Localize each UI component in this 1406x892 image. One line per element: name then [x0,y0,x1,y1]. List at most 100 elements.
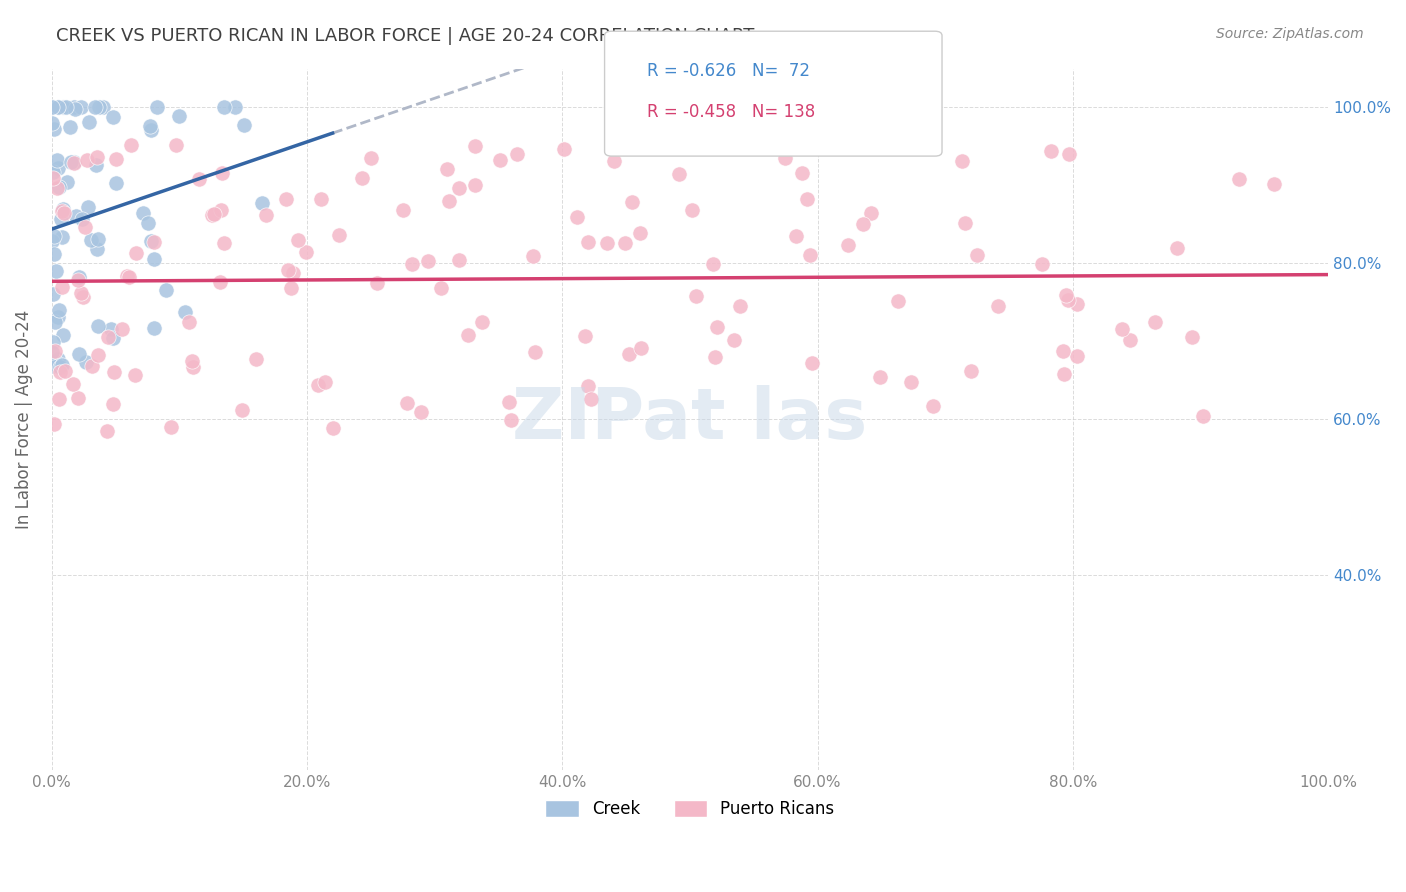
Creek [41,335,63,350]
Puerto Ricans [254,207,277,221]
Puerto Ricans [869,370,891,384]
Creek [89,101,111,115]
Puerto Ricans [314,376,336,390]
Puerto Ricans [576,379,599,393]
Creek [42,228,65,243]
Creek [141,122,163,136]
Puerto Ricans [553,142,575,156]
Puerto Ricans [401,257,423,271]
Creek [86,242,108,256]
Puerto Ricans [49,365,72,379]
Puerto Ricans [120,137,142,152]
Puerto Ricans [44,343,66,358]
Puerto Ricans [101,396,124,410]
Creek [155,283,177,297]
Puerto Ricans [785,229,807,244]
Puerto Ricans [706,320,728,334]
Creek [101,110,124,124]
Puerto Ricans [1053,367,1076,381]
Puerto Ricans [322,421,344,435]
Creek [77,114,100,128]
Puerto Ricans [613,236,636,251]
Puerto Ricans [1052,343,1074,358]
Y-axis label: In Labor Force | Age 20-24: In Labor Force | Age 20-24 [15,310,32,529]
Puerto Ricans [70,285,93,300]
Puerto Ricans [82,359,104,373]
Creek [86,318,108,333]
Creek [41,165,63,179]
Puerto Ricans [125,245,148,260]
Creek [46,101,69,115]
Puerto Ricans [499,413,522,427]
Puerto Ricans [201,209,224,223]
Puerto Ricans [360,151,382,165]
Creek [41,344,63,359]
Puerto Ricans [576,235,599,249]
Puerto Ricans [72,290,94,304]
Creek [91,101,114,115]
Puerto Ricans [960,364,983,378]
Creek [101,331,124,345]
Puerto Ricans [177,314,200,328]
Puerto Ricans [395,395,418,409]
Puerto Ricans [62,377,84,392]
Creek [83,101,105,115]
Creek [67,270,90,285]
Creek [136,216,159,230]
Creek [77,200,100,214]
Puerto Ricans [209,203,232,218]
Puerto Ricans [579,392,602,407]
Puerto Ricans [596,236,619,251]
Creek [62,154,84,169]
Puerto Ricans [53,364,76,378]
Puerto Ricans [124,368,146,383]
Puerto Ricans [565,211,588,225]
Puerto Ricans [799,248,821,262]
Creek [42,101,65,115]
Creek [44,247,66,261]
Puerto Ricans [703,351,725,365]
Puerto Ricans [96,424,118,438]
Puerto Ricans [457,328,479,343]
Creek [67,347,90,361]
Puerto Ricans [617,347,640,361]
Puerto Ricans [792,166,814,180]
Puerto Ricans [1031,257,1053,271]
Puerto Ricans [231,403,253,417]
Puerto Ricans [277,262,299,277]
Puerto Ricans [603,154,626,169]
Creek [45,264,67,278]
Puerto Ricans [42,417,65,431]
Puerto Ricans [837,237,859,252]
Puerto Ricans [1066,349,1088,363]
Legend: Creek, Puerto Ricans: Creek, Puerto Ricans [538,793,841,825]
Puerto Ricans [464,139,486,153]
Creek [75,355,97,369]
Puerto Ricans [498,395,520,409]
Puerto Ricans [1057,147,1080,161]
Puerto Ricans [1181,330,1204,344]
Creek [60,154,83,169]
Creek [224,101,246,115]
Creek [233,118,256,132]
Text: ZIPat las: ZIPat las [512,384,868,454]
Puerto Ricans [392,203,415,218]
Puerto Ricans [1144,315,1167,329]
Puerto Ricans [328,227,350,242]
Puerto Ricans [103,365,125,379]
Puerto Ricans [489,153,512,168]
Creek [139,119,162,133]
Creek [250,196,273,211]
Puerto Ricans [628,226,651,240]
Puerto Ricans [921,399,943,413]
Creek [52,327,75,342]
Puerto Ricans [280,281,302,295]
Puerto Ricans [111,322,134,336]
Puerto Ricans [1119,333,1142,347]
Puerto Ricans [181,354,204,368]
Creek [69,101,91,115]
Puerto Ricans [295,245,318,260]
Puerto Ricans [350,171,373,186]
Creek [51,358,73,372]
Creek [131,205,153,219]
